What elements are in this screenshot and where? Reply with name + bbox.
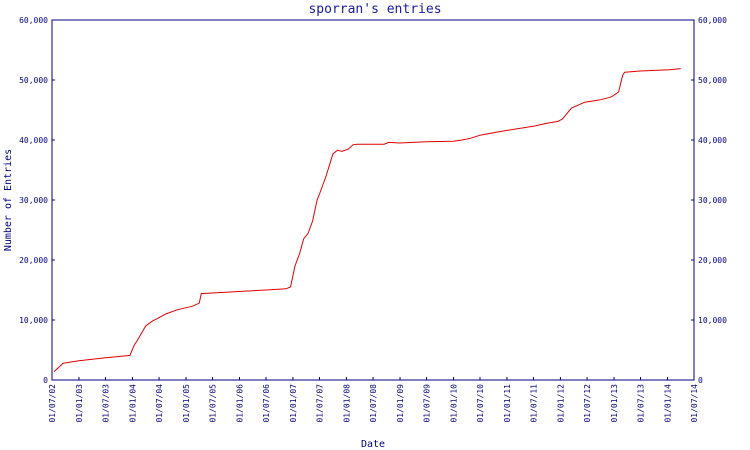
x-tick-label: 01/07/11 bbox=[529, 384, 538, 423]
x-tick-label: 01/01/06 bbox=[235, 384, 244, 423]
y-tick-label: 10,000 bbox=[19, 316, 48, 325]
y-axis-left: 0 10,000 20,000 30,000 40,000 50,000 60,000 bbox=[19, 16, 55, 385]
x-tick-label: 01/01/11 bbox=[503, 384, 512, 423]
x-tick-label: 01/01/04 bbox=[128, 384, 137, 423]
x-tick-label: 01/07/10 bbox=[476, 384, 485, 423]
y-tick-label: 20,000 bbox=[19, 256, 48, 265]
y-tick-label: 30,000 bbox=[19, 196, 48, 205]
x-tick-label: 01/07/02 bbox=[48, 384, 57, 423]
x-tick-label: 01/07/07 bbox=[315, 384, 324, 423]
y-tick-label: 40,000 bbox=[19, 136, 48, 145]
x-tick-label: 01/01/07 bbox=[289, 384, 298, 423]
x-tick-label: 01/07/12 bbox=[583, 384, 592, 423]
y-tick-label: 20,000 bbox=[698, 256, 727, 265]
x-tick-label: 01/01/09 bbox=[396, 384, 405, 423]
y-axis-label: Number of Entries bbox=[3, 149, 14, 251]
y-tick-label: 50,000 bbox=[698, 76, 727, 85]
y-axis-right: 0 10,000 20,000 30,000 40,000 50,000 60,000 bbox=[691, 16, 727, 385]
x-tick-label: 01/07/05 bbox=[209, 384, 218, 423]
x-tick-label: 01/01/05 bbox=[182, 384, 191, 423]
x-tick-label: 01/07/09 bbox=[423, 384, 432, 423]
x-tick-label: 01/07/06 bbox=[262, 384, 271, 423]
x-tick-label: 01/07/03 bbox=[101, 384, 110, 423]
chart-title: sporran's entries bbox=[308, 2, 441, 17]
x-axis: 01/07/02 01/01/03 01/07/03 01/01/04 01/07/04… bbox=[48, 377, 699, 423]
x-tick-label: 01/07/13 bbox=[637, 384, 646, 423]
x-tick-label: 01/01/13 bbox=[610, 384, 619, 423]
plot-frame bbox=[51, 19, 695, 381]
y-tick-label: 60,000 bbox=[698, 16, 727, 25]
y-tick-label: 50,000 bbox=[19, 76, 48, 85]
y-tick-label: 0 bbox=[43, 376, 48, 385]
entries-line bbox=[53, 68, 681, 372]
x-tick-label: 01/01/12 bbox=[556, 384, 565, 423]
y-tick-label: 10,000 bbox=[698, 316, 727, 325]
x-tick-label: 01/07/14 bbox=[690, 384, 699, 423]
x-axis-label: Date bbox=[361, 439, 385, 450]
x-tick-label: 01/01/14 bbox=[663, 384, 672, 423]
y-tick-label: 40,000 bbox=[698, 136, 727, 145]
x-tick-label: 01/01/08 bbox=[342, 384, 351, 423]
y-tick-label: 60,000 bbox=[19, 16, 48, 25]
y-tick-label: 30,000 bbox=[698, 196, 727, 205]
x-tick-label: 01/07/04 bbox=[155, 384, 164, 423]
x-tick-label: 01/01/10 bbox=[449, 384, 458, 423]
y-tick-label: 0 bbox=[698, 376, 703, 385]
x-tick-label: 01/07/08 bbox=[369, 384, 378, 423]
x-tick-label: 01/01/03 bbox=[75, 384, 84, 423]
